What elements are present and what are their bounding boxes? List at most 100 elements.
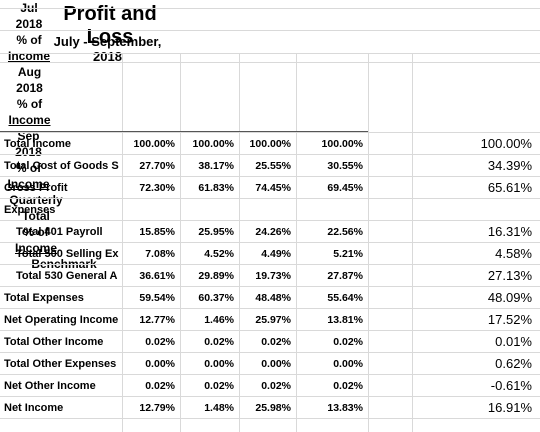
cell-value: 7.08%	[145, 248, 175, 260]
cell-value: 27.70%	[139, 160, 175, 172]
cell-value: 59.54%	[139, 292, 175, 304]
grid-line	[239, 53, 240, 432]
benchmark-value: 16.91%	[487, 400, 532, 415]
cell-value: 25.98%	[255, 402, 291, 414]
cell-value: 4.49%	[261, 248, 291, 260]
benchmark-value: 0.01%	[495, 334, 532, 349]
grid-line	[180, 53, 181, 432]
column-header: % of	[23, 225, 49, 239]
column-header: 2018	[15, 145, 42, 159]
benchmark-value: 0.62%	[495, 356, 532, 371]
cell-value: 0.00%	[333, 358, 363, 370]
cell-value: 74.45%	[255, 182, 291, 194]
column-header: 2018	[16, 81, 43, 95]
cell-value: 36.61%	[139, 270, 175, 282]
cell-value: 60.37%	[198, 292, 234, 304]
cell-value: 4.52%	[204, 248, 234, 260]
column-header: Total	[22, 209, 50, 223]
row-label: Total 401 Payroll	[16, 226, 103, 238]
cell-value: 0.02%	[204, 380, 234, 392]
cell-value: 1.46%	[204, 314, 234, 326]
grid-line	[0, 396, 540, 397]
cell-value: 1.48%	[204, 402, 234, 414]
cell-value: 22.56%	[327, 226, 363, 238]
cell-value: 100.00%	[192, 138, 234, 150]
cell-value: 19.73%	[255, 270, 291, 282]
benchmark-value: 16.31%	[487, 224, 532, 239]
grid-line	[0, 53, 540, 54]
cell-value: 0.02%	[145, 336, 175, 348]
cell-value: 0.02%	[145, 380, 175, 392]
cell-value: 69.45%	[327, 182, 363, 194]
grid-line	[296, 53, 297, 432]
grid-line	[0, 308, 540, 309]
cell-value: 5.21%	[333, 248, 363, 260]
grid-line	[0, 352, 540, 353]
cell-value: 30.55%	[327, 160, 363, 172]
cell-value: 0.02%	[261, 336, 291, 348]
benchmark-value: 48.09%	[487, 290, 532, 305]
row-label: Total 530 General A	[16, 270, 118, 282]
column-header: % of	[15, 161, 42, 175]
grid-line	[0, 154, 540, 155]
grid-line	[0, 242, 540, 243]
benchmark-value: 4.58%	[495, 246, 532, 261]
cell-value: 15.85%	[139, 226, 175, 238]
column-header: 2018	[15, 17, 43, 31]
benchmark-value: 17.52%	[487, 312, 532, 327]
grid-line	[0, 220, 540, 221]
cell-value: 13.83%	[327, 402, 363, 414]
row-label: Net Operating Income	[4, 314, 119, 326]
cell-value: 25.95%	[198, 226, 234, 238]
cell-value: 55.64%	[327, 292, 363, 304]
grid-line	[412, 53, 413, 432]
row-label: Total 500 Selling Ex	[16, 248, 119, 260]
column-header: Income	[8, 113, 51, 127]
benchmark-value: -0.61%	[490, 378, 532, 393]
benchmark-value: 27.13%	[487, 268, 532, 283]
cell-value: 72.30%	[139, 182, 175, 194]
cell-value: 12.79%	[139, 402, 175, 414]
grid-line	[0, 131, 368, 132]
benchmark-value: 34.39%	[487, 158, 532, 173]
cell-value: 25.97%	[255, 314, 291, 326]
row-label: Total Cost of Goods S	[4, 160, 119, 172]
cell-value: 0.02%	[333, 380, 363, 392]
column-header: % of	[16, 33, 42, 47]
cell-value: 61.83%	[198, 182, 234, 194]
cell-value: 13.81%	[327, 314, 363, 326]
column-header: Income	[7, 177, 50, 191]
grid-line	[0, 418, 540, 419]
column-header: Income	[7, 49, 50, 63]
cell-value: 100.00%	[133, 138, 175, 150]
cell-value: 100.00%	[249, 138, 291, 150]
column-header: Income	[14, 241, 57, 255]
cell-value: 25.55%	[255, 160, 291, 172]
row-label: Gross Profit	[4, 182, 68, 194]
row-label: Total Other Expenses	[4, 358, 117, 370]
column-header: Aug	[17, 65, 42, 79]
cell-value: 0.02%	[261, 380, 291, 392]
column-header: % of	[16, 97, 43, 111]
grid-line	[0, 176, 540, 177]
grid-line	[0, 8, 540, 9]
cell-value: 24.26%	[255, 226, 291, 238]
grid-line	[0, 30, 540, 31]
grid-line	[122, 53, 123, 432]
cell-value: 100.00%	[321, 138, 363, 150]
cell-value: 38.17%	[198, 160, 234, 172]
grid-line	[0, 198, 540, 199]
grid-line	[0, 132, 540, 133]
grid-line	[0, 374, 540, 375]
cell-value: 12.77%	[139, 314, 175, 326]
benchmark-value: 65.61%	[487, 180, 532, 195]
grid-line	[0, 286, 540, 287]
cell-value: 48.48%	[255, 292, 291, 304]
cell-value: 0.02%	[333, 336, 363, 348]
row-label: Total Expenses	[4, 292, 84, 304]
cell-value: 29.89%	[198, 270, 234, 282]
column-header: Quarterly	[9, 193, 63, 207]
cell-value: 0.00%	[204, 358, 234, 370]
cell-value: 27.87%	[327, 270, 363, 282]
